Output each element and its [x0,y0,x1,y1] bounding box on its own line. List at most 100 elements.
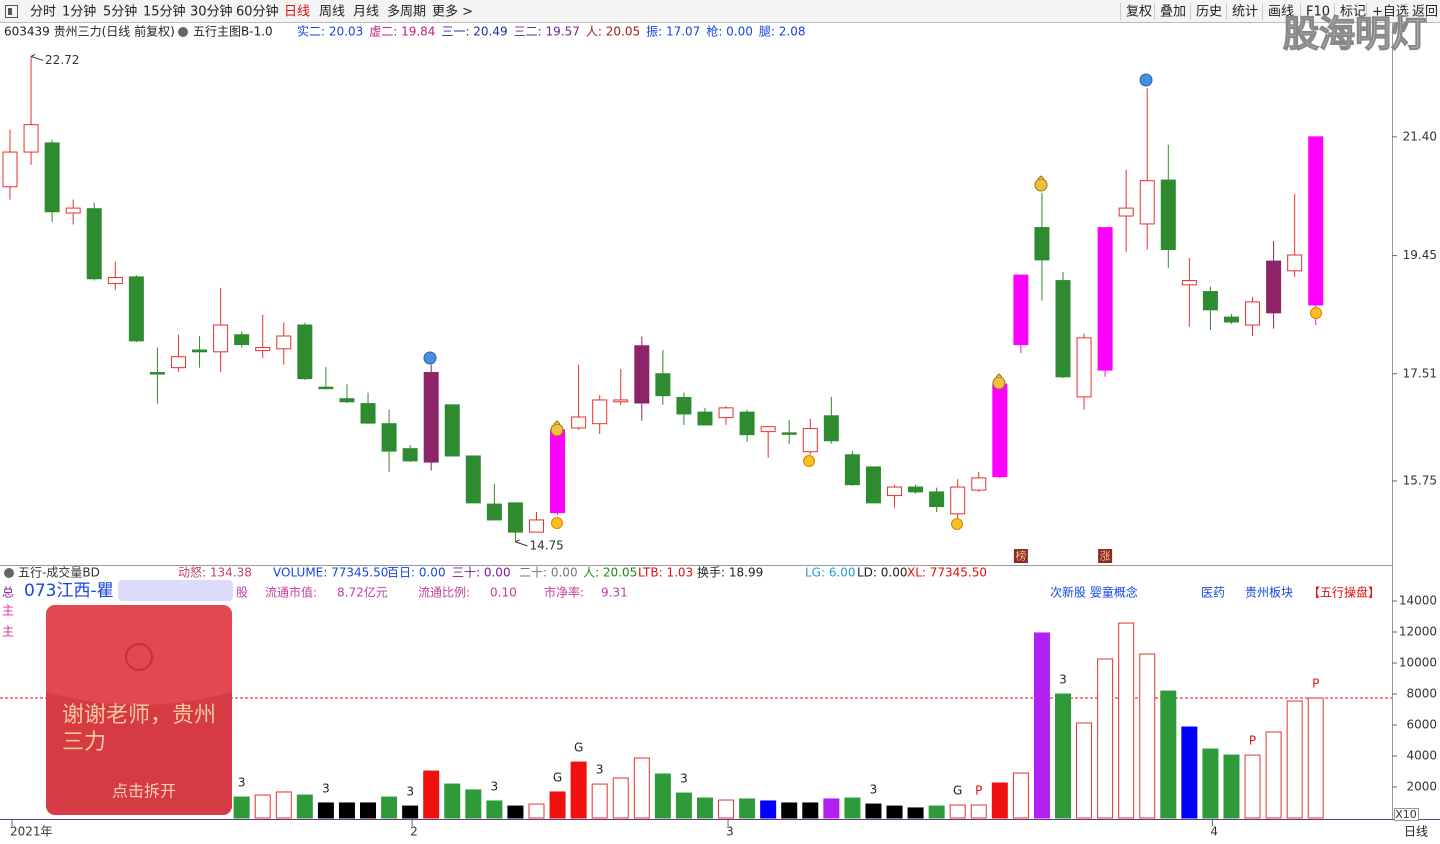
stock-detail: 0.10 [490,586,517,600]
volume-indicator-icon[interactable] [4,568,14,578]
volume-signal: P [975,783,982,797]
red-envelope[interactable]: 谢谢老师，贵州三力 点击拆开 [46,605,232,815]
volume-bar [718,799,735,819]
toolbar-button[interactable]: 历史 [1196,5,1222,20]
volume-bar [549,791,566,819]
period-tab[interactable]: 更多 > [432,4,473,20]
info-value: 三一: 20.49 [441,25,507,39]
envelope-message: 谢谢老师，贵州三力 [62,703,217,755]
toolbar-button[interactable]: +自选 [1372,5,1409,20]
volume-value: 动怒: 134.38 [178,565,252,580]
toolbar-button[interactable]: 返回 [1412,5,1438,20]
volume-bar [486,800,503,819]
candle-body [1223,316,1239,323]
volume-bar [317,802,334,819]
candle-body [213,324,229,353]
toolbar-button[interactable]: 复权 [1126,4,1152,20]
volume-bar [233,796,250,819]
volume-bar [760,800,777,819]
toolbar-button[interactable]: 叠加 [1160,5,1186,20]
candle-body [318,386,334,390]
volume-bar [654,773,671,819]
stock-detail: 9.31 [601,586,628,600]
signal-ball [1139,73,1153,87]
candle-body [971,477,987,491]
volume-bar [1055,693,1071,819]
candle-body [844,454,860,486]
period-tab[interactable]: 分时 [30,5,56,20]
toolbar-button[interactable]: F10 [1306,5,1330,20]
envelope-message-box: 谢谢老师，贵州三力 [62,703,217,755]
candle-body [423,372,439,463]
y-tick-label: 4000 [1406,749,1437,763]
candle-body [1034,227,1050,261]
volume-bar [949,804,966,819]
menu-icon[interactable] [5,5,18,18]
volume-signal: G [574,741,583,755]
volume-value: 三十: 0.00 [452,566,511,580]
y-tick-label: 2000 [1406,780,1437,794]
badge [1013,549,1028,563]
volume-bar [1307,697,1324,819]
toolbar-button[interactable]: 标记 [1340,5,1366,20]
info-value: 人: 20.05 [586,25,640,39]
volume-bar [844,797,861,819]
volume-bar [1033,632,1050,819]
indicator-icon[interactable] [178,27,188,37]
candle-body [86,208,102,280]
period-tab[interactable]: 5分钟 [103,4,137,20]
period-tab[interactable]: 月线 [353,5,379,20]
panel-label: 总 [2,586,14,600]
money-bag [1034,178,1048,192]
zoom-box [1394,808,1419,821]
y-tick-label: 8000 [1406,687,1437,701]
period-tab[interactable]: 多周期 [387,4,426,20]
candle-body [1139,180,1155,225]
money-bag-knot [995,373,1003,378]
volume-bar [991,782,1008,819]
gold-coin [951,518,963,530]
volume-value: 二十: 0.00 [519,566,578,580]
candle-body [592,399,608,425]
volume-bar [1012,772,1029,819]
info-value: 振: 17.07 [646,25,700,39]
period-tab[interactable]: 30分钟 [190,4,233,20]
period-label[interactable]: 日线 [1404,825,1428,839]
candle-body [1055,280,1071,378]
period-tab[interactable]: 15分钟 [143,4,186,20]
y-tick-label: 21.40 [1403,129,1437,143]
period-tab[interactable]: 日线 [284,5,310,20]
stock-detail: 流通比例: [418,586,470,600]
blurred-area [118,580,233,601]
volume-signal: 3 [1059,673,1067,687]
volume-signal: P [1312,677,1319,691]
x-tick-label: 2021年 [10,825,53,839]
volume-signal: 3 [596,763,604,777]
volume-signal: 3 [238,776,246,790]
volume-bar [928,805,945,819]
candle-body [339,398,355,403]
toolbar-button[interactable]: 画线 [1268,5,1294,20]
period-tab[interactable]: 60分钟 [236,4,279,20]
candle-body [192,349,208,353]
volume-bar [254,794,271,819]
zoom-label[interactable]: X10 [1395,808,1417,821]
candle-body [1266,260,1282,314]
volume-value: LG: 6.00 [805,566,856,580]
candle-body [571,416,587,429]
volume-bar [381,796,398,819]
candle-body [255,347,271,352]
candle-body [1076,337,1092,398]
period-tab[interactable]: 1分钟 [62,4,96,20]
envelope-button[interactable]: 点击拆开 [112,782,176,801]
volume-bar [1097,658,1114,819]
info-value: 虚二: 19.84 [369,25,435,39]
candle-body [1118,207,1134,217]
volume-title: 五行-成交量BD [18,565,100,580]
period-tab[interactable]: 周线 [319,5,345,20]
y-tick-label: 12000 [1399,625,1437,639]
volume-bar [1265,731,1282,819]
volume-value: LD: 0.00 [857,566,908,580]
money-bag [550,423,564,437]
toolbar-button[interactable]: 统计 [1232,5,1258,20]
